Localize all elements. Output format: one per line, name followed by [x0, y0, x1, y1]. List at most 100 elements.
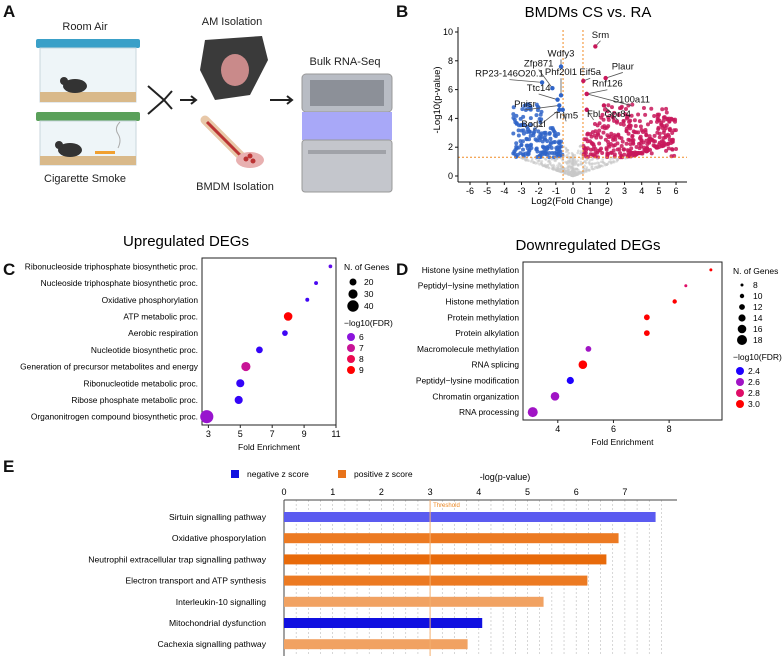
gene-label: Phf20l1 — [545, 67, 577, 78]
volcano-point — [559, 164, 563, 168]
volcano-point — [667, 119, 672, 124]
gene-label-leader — [603, 105, 618, 121]
volcano-point — [534, 113, 539, 118]
color-legend-dot — [736, 367, 744, 375]
term-label: Organonitrogen compound biosynthetic pro… — [31, 412, 198, 422]
pathway-label: Sirtuin signalling pathway — [169, 512, 267, 522]
volcano-point — [520, 107, 525, 112]
term-label: Histone methylation — [445, 297, 519, 307]
volcano-point — [662, 115, 667, 120]
volcano-point — [511, 151, 516, 156]
volcano-point — [638, 141, 643, 146]
volcano-point — [660, 107, 665, 112]
volcano-point — [583, 164, 586, 168]
labeled-gene-point — [603, 75, 608, 81]
volcano-point — [600, 112, 605, 117]
volcano-point — [573, 154, 577, 157]
pathway-label: Neutrophil extracellular trap signalling… — [88, 554, 266, 564]
x-tick-label: 11 — [331, 429, 340, 439]
volcano-point — [576, 151, 579, 155]
volcano-point — [547, 151, 552, 156]
enrichment-dot — [305, 297, 310, 302]
volcano-point — [597, 161, 601, 165]
volcano-point — [629, 113, 634, 118]
volcano-point — [656, 118, 661, 123]
enrichment-dot — [314, 281, 319, 286]
volcano-point — [547, 155, 552, 160]
volcano-point — [648, 119, 653, 124]
volcano-point — [654, 145, 659, 150]
volcano-point — [601, 158, 605, 161]
volcano-point — [576, 173, 579, 176]
volcano-point — [540, 162, 543, 166]
size-legend-title: N. of Genes — [344, 262, 389, 272]
color-legend-dot — [347, 344, 355, 352]
gene-label-leader — [524, 105, 560, 111]
enrichment-dot — [550, 392, 560, 401]
volcano-point — [639, 128, 644, 133]
volcano-point — [582, 150, 587, 155]
volcano-point — [535, 155, 540, 160]
volcano-point — [656, 112, 661, 117]
volcano-point — [585, 139, 590, 144]
x-tick-label: 5 — [525, 487, 530, 497]
volcano-point — [624, 128, 629, 133]
gene-label-leader — [533, 109, 560, 131]
volcano-point — [549, 145, 554, 150]
gene-label: Eif5a — [579, 67, 601, 78]
volcano-point — [545, 139, 550, 144]
volcano-point — [557, 145, 562, 150]
size-legend-title: N. of Genes — [733, 266, 778, 276]
volcano-point — [537, 138, 542, 143]
enrichment-dot — [282, 330, 288, 336]
gene-label-leader — [605, 72, 623, 79]
legend-swatch — [338, 470, 346, 478]
volcano-point — [579, 152, 582, 155]
volcano-point — [588, 152, 593, 157]
volcano-point — [584, 159, 587, 163]
volcano-point — [659, 120, 664, 125]
volcano-point — [588, 163, 592, 166]
size-legend-label: 16 — [753, 324, 763, 334]
volcano-point — [552, 151, 557, 156]
downregulated-dot-plot: Downregulated DEGs Histone lysine methyla… — [416, 237, 782, 447]
volcano-point — [511, 131, 516, 136]
volcano-point — [548, 126, 553, 131]
volcano-point — [590, 167, 594, 171]
volcano-point — [627, 148, 632, 153]
volcano-point — [559, 139, 564, 144]
volcano-point — [616, 132, 621, 137]
x-tick-label: 2 — [379, 487, 384, 497]
volcano-point — [567, 165, 571, 169]
term-label: Nucleotide biosynthetic proc. — [91, 345, 198, 355]
term-label: Generation of precursor metabolites and … — [20, 362, 199, 372]
volcano-point — [609, 105, 614, 110]
term-label: Macromolecule methylation — [417, 344, 519, 354]
labeled-gene-point — [557, 103, 562, 108]
legend-label: positive z score — [354, 469, 413, 479]
legend-label: negative z score — [247, 469, 309, 479]
volcano-point — [548, 159, 551, 163]
volcano-point — [550, 167, 554, 170]
volcano-point — [538, 163, 541, 166]
pathway-bar — [284, 575, 588, 586]
volcano-point — [593, 147, 598, 152]
size-legend-dot — [349, 278, 357, 286]
term-label: RNA splicing — [472, 360, 520, 370]
pathway-label: Oxidative phosporylation — [172, 533, 266, 543]
volcano-point — [543, 132, 548, 137]
volcano-point — [618, 122, 623, 127]
volcano-point — [568, 162, 571, 165]
threshold-label: Threshold — [433, 503, 460, 509]
volcano-point — [630, 134, 635, 139]
volcano-title: BMDMs CS vs. RA — [525, 4, 652, 21]
volcano-point — [621, 122, 626, 127]
volcano-point — [524, 136, 529, 141]
volcano-point — [539, 134, 544, 139]
volcano-point — [585, 166, 589, 169]
volcano-point — [525, 124, 530, 129]
volcano-point — [540, 150, 545, 155]
gene-label: Srm — [592, 30, 610, 41]
volcano-point — [670, 147, 675, 152]
gene-label-leader — [538, 69, 553, 89]
